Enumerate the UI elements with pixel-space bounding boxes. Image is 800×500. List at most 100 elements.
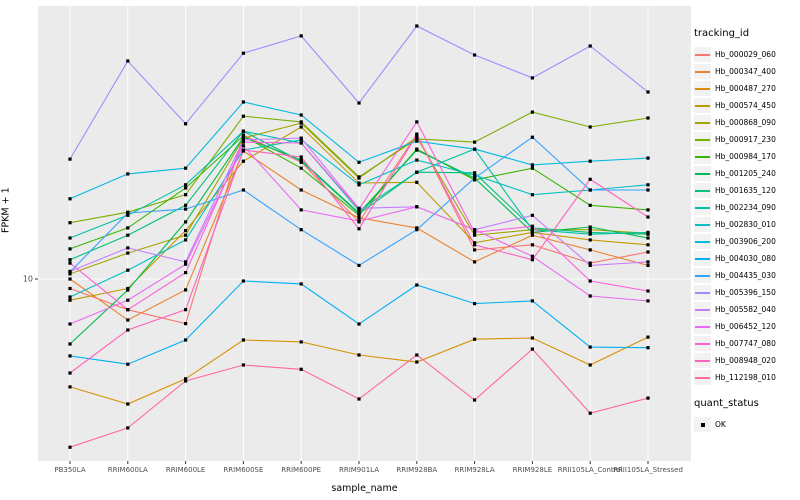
legend-key-line	[695, 70, 710, 73]
legend: tracking_id Hb_000029_060 Hb_000347_400 Hb…	[694, 28, 800, 433]
legend-key	[694, 217, 711, 232]
legend-key-line	[695, 257, 710, 260]
data-point	[68, 298, 72, 302]
legend-item-label: Hb_008948_020	[715, 356, 776, 365]
data-point	[357, 183, 361, 187]
legend-item: Hb_000487_270	[694, 80, 800, 97]
data-point	[299, 208, 303, 212]
data-point	[357, 353, 361, 357]
data-point	[184, 207, 188, 211]
x-tick-label: RRII105LA_Control	[558, 466, 623, 474]
y-tick-label: 10	[23, 275, 33, 284]
legend-key	[694, 251, 711, 266]
legend-key-line	[695, 206, 710, 209]
data-point	[299, 125, 303, 129]
data-point	[299, 138, 303, 142]
data-point	[184, 193, 188, 197]
data-point	[126, 59, 130, 63]
data-point	[646, 260, 650, 264]
data-point	[473, 176, 477, 180]
legend-item-label: Hb_004030_080	[715, 254, 776, 263]
data-point	[241, 100, 245, 104]
data-point	[530, 347, 534, 351]
legend-key	[694, 353, 711, 368]
data-point	[68, 322, 72, 326]
data-point	[68, 197, 72, 201]
data-point	[646, 208, 650, 212]
data-point	[530, 213, 534, 217]
data-point	[241, 144, 245, 148]
legend-item: Hb_006452_120	[694, 318, 800, 335]
data-point	[299, 282, 303, 286]
data-point	[646, 116, 650, 120]
legend-key	[694, 370, 711, 385]
data-point	[646, 346, 650, 350]
data-point	[68, 247, 72, 251]
data-point	[588, 345, 592, 349]
data-point	[68, 286, 72, 291]
legend-item: Hb_008948_020	[694, 352, 800, 369]
x-tick-label: RRIM928LA	[455, 466, 495, 474]
data-point	[126, 246, 130, 250]
data-point	[241, 129, 245, 133]
data-point	[415, 148, 419, 152]
legend-key	[694, 319, 711, 334]
legend-items: Hb_000029_060 Hb_000347_400 Hb_000487_270 H…	[694, 46, 800, 386]
legend-item: Hb_000574_450	[694, 97, 800, 114]
legend-item-label: Hb_000029_060	[715, 50, 776, 59]
legend-item-label: Hb_001205_240	[715, 169, 776, 178]
quant-status-legend-title: quant_status	[694, 398, 759, 409]
legend-item: Hb_004030_080	[694, 250, 800, 267]
black-square-icon	[700, 422, 705, 427]
data-point	[530, 233, 534, 237]
data-point	[646, 289, 650, 293]
data-point	[68, 157, 72, 161]
data-point	[241, 159, 245, 163]
data-point	[530, 230, 534, 234]
data-point	[530, 76, 534, 80]
data-point	[473, 302, 477, 306]
data-point	[241, 188, 245, 192]
legend-item: OK	[694, 416, 800, 433]
legend-key-line	[695, 53, 710, 56]
legend-item: Hb_000347_400	[694, 63, 800, 80]
data-point	[126, 308, 130, 312]
data-point	[299, 136, 303, 140]
data-point	[588, 263, 592, 267]
data-point	[299, 155, 303, 159]
legend-key-line	[695, 359, 710, 362]
data-point	[299, 141, 303, 145]
data-point	[126, 402, 130, 406]
data-point	[646, 236, 650, 240]
data-point	[473, 147, 477, 151]
data-point	[588, 279, 592, 283]
data-point	[415, 170, 419, 174]
legend-item: Hb_000029_060	[694, 46, 800, 63]
legend-item-label: Hb_002830_010	[715, 220, 776, 229]
data-point	[357, 322, 361, 326]
legend-item: Hb_004435_030	[694, 267, 800, 284]
data-point	[184, 183, 188, 187]
data-point	[473, 260, 477, 264]
data-point	[473, 173, 477, 177]
data-point	[241, 114, 245, 118]
legend-item: Hb_003906_200	[694, 233, 800, 250]
data-point	[241, 338, 245, 342]
legend-item-label: Hb_006452_120	[715, 322, 776, 331]
data-point	[299, 113, 303, 117]
legend-item: Hb_000868_090	[694, 114, 800, 131]
data-point	[588, 363, 592, 367]
data-point	[646, 299, 650, 303]
legend-key	[694, 302, 711, 317]
data-point	[68, 261, 72, 265]
data-point	[473, 248, 477, 252]
data-point	[588, 411, 592, 415]
data-point	[530, 258, 534, 262]
data-point	[530, 224, 534, 228]
data-point	[588, 248, 592, 252]
data-point	[68, 272, 72, 276]
data-point	[184, 288, 188, 292]
x-axis-title: sample_name	[331, 483, 398, 494]
data-point	[415, 120, 419, 124]
